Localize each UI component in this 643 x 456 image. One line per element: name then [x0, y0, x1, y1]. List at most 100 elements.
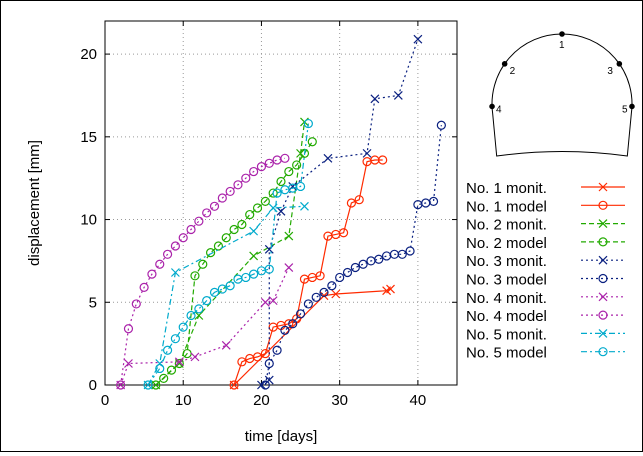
legend-marker: [598, 273, 608, 284]
data-point: [397, 249, 407, 259]
y-tick-label: 10: [80, 212, 97, 229]
legend-entry: No. 3 monit.: [466, 253, 625, 270]
monitoring-point: [501, 61, 508, 67]
data-point: [280, 325, 290, 335]
data-point: [284, 319, 294, 329]
data-point: [276, 176, 286, 187]
data-point: [131, 299, 141, 309]
data-point: [229, 380, 239, 390]
data-point: [217, 284, 227, 294]
data-point: [272, 345, 282, 355]
data-point: [249, 226, 259, 236]
data-point: [170, 334, 180, 344]
data-point: [186, 310, 196, 321]
data-point: [143, 380, 153, 390]
data-point: [237, 357, 247, 367]
data-point: [323, 153, 333, 163]
data-point: [268, 296, 278, 306]
cross-section-inset: 1 2 3 4 5: [489, 31, 635, 157]
y-tick-label: 20: [80, 46, 97, 63]
data-point: [217, 193, 227, 203]
data-point: [370, 94, 380, 104]
x-tick-label: 40: [410, 392, 427, 409]
data-point: [170, 268, 180, 277]
legend-marker: [598, 237, 608, 247]
data-point: [194, 216, 204, 226]
data-point: [303, 118, 313, 129]
series-9: [143, 201, 309, 390]
legend-marker: [598, 200, 608, 210]
data-point: [116, 380, 126, 390]
data-point: [252, 352, 263, 362]
legend-marker: [598, 328, 608, 338]
legend-label: No. 3 monit.: [466, 253, 547, 270]
legend-label: No. 5 monit.: [466, 326, 547, 343]
legend-label: No. 4 monit.: [466, 290, 547, 307]
data-point: [206, 248, 216, 258]
data-point: [295, 181, 306, 192]
legend-marker: [598, 292, 608, 302]
data-point: [272, 188, 282, 198]
data-point: [319, 287, 329, 297]
data-point: [221, 233, 231, 243]
monitoring-point: [616, 61, 623, 67]
data-point: [264, 158, 274, 168]
monitoring-point-label: 1: [559, 40, 565, 51]
series-3: [151, 117, 309, 390]
legend-label: No. 2 model: [466, 235, 547, 252]
data-point: [405, 246, 415, 256]
data-point: [202, 208, 212, 218]
grid: [105, 21, 457, 385]
data-point: [256, 162, 267, 172]
data-point: [245, 209, 255, 220]
data-point: [221, 340, 231, 350]
data-point: [276, 206, 286, 216]
x-tick-label: 0: [101, 392, 109, 409]
data-point: [393, 91, 403, 100]
data-point: [319, 291, 329, 301]
data-point: [155, 259, 165, 269]
data-point: [260, 297, 270, 307]
data-point: [190, 352, 200, 362]
legend-label: No. 2 monit.: [466, 217, 547, 234]
legend-entry: No. 1 monit.: [466, 180, 625, 197]
data-point: [209, 201, 220, 211]
data-point: [386, 284, 395, 294]
data-point: [284, 231, 294, 241]
data-point: [264, 375, 274, 385]
data-point: [260, 196, 270, 206]
series-line: [233, 159, 383, 386]
legend-marker: [598, 310, 608, 320]
data-point: [354, 195, 364, 205]
series-6: [260, 120, 446, 390]
data-point: [229, 224, 239, 235]
data-point: [335, 272, 345, 283]
data-point: [249, 166, 259, 177]
y-axis-label: displacement [mm]: [26, 140, 43, 266]
data-point: [186, 224, 196, 235]
data-point: [213, 241, 224, 251]
legend-entry: No. 1 model: [466, 198, 625, 215]
legend-marker: [598, 219, 608, 229]
data-point: [264, 264, 274, 274]
data-point: [284, 263, 294, 272]
data-point: [241, 272, 251, 283]
data-point: [288, 182, 298, 191]
legend-entry: No. 2 model: [466, 235, 625, 252]
y-tick-label: 0: [89, 377, 97, 394]
data-point: [295, 309, 306, 319]
data-point: [124, 359, 133, 368]
monitoring-point: [629, 103, 635, 110]
data-point: [350, 262, 360, 273]
legend-label: No. 1 monit.: [466, 180, 547, 197]
series-line: [147, 123, 309, 386]
x-axis-label: time [days]: [245, 428, 318, 445]
data-point: [178, 322, 188, 332]
monitoring-point-label: 2: [510, 66, 516, 77]
legend-entry: No. 5 monit.: [466, 326, 625, 343]
data-point: [284, 166, 294, 177]
data-point: [260, 380, 270, 390]
legend-entry: No. 2 monit.: [466, 217, 625, 234]
